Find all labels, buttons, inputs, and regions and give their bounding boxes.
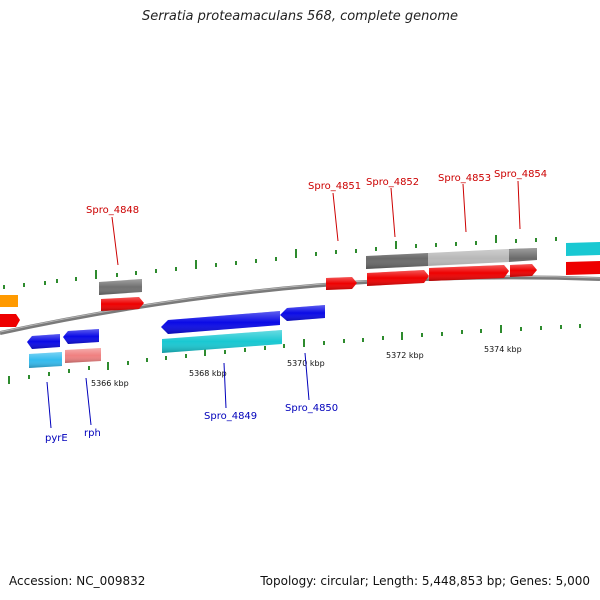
tick-label-5366: 5366 kbp xyxy=(91,379,129,388)
genome-summary-text: Topology: circular; Length: 5,448,853 bp… xyxy=(260,574,590,588)
label-spro-4850: Spro_4850 xyxy=(285,403,338,414)
tick-label-5374: 5374 kbp xyxy=(484,345,522,354)
top-leader-lines xyxy=(111,180,521,266)
label-spro-4849: Spro_4849 xyxy=(204,411,257,422)
label-spro-4854: Spro_4854 xyxy=(494,169,547,180)
label-spro-4851: Spro_4851 xyxy=(308,181,361,192)
lower-tick-track xyxy=(8,324,581,384)
gene-arrow[interactable] xyxy=(566,242,600,256)
label-spro-4852: Spro_4852 xyxy=(366,177,419,188)
gene-arrow[interactable] xyxy=(0,314,20,327)
gene-arrow[interactable] xyxy=(566,261,600,275)
bottom-leader-lines xyxy=(46,352,310,429)
tick-label-5372: 5372 kbp xyxy=(386,351,424,360)
label-spro-4848: Spro_4848 xyxy=(86,205,139,216)
label-spro-4853: Spro_4853 xyxy=(438,173,491,184)
gene-arrow[interactable] xyxy=(0,295,18,307)
gene-shading xyxy=(27,248,537,368)
label-rph: rph xyxy=(84,428,101,439)
map-title: Serratia proteamaculans 568, complete ge… xyxy=(141,9,459,24)
upper-tick-track xyxy=(3,235,557,289)
genome-backbone xyxy=(0,275,600,335)
tick-label-5368: 5368 kbp xyxy=(189,369,227,378)
label-pyre: pyrE xyxy=(45,433,68,444)
accession-text: Accession: NC_009832 xyxy=(9,574,146,588)
